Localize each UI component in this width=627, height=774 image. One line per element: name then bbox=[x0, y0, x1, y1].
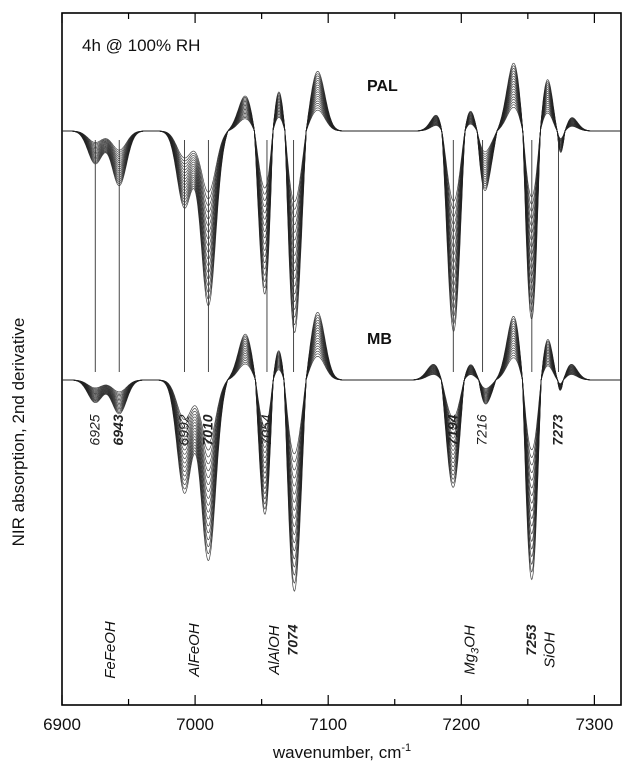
band-label-7194: 7194 bbox=[444, 414, 460, 445]
group-label-1: AlFeOH bbox=[186, 623, 203, 678]
series-label-pal: PAL bbox=[367, 78, 398, 95]
group-label-text-0: FeFeOH bbox=[102, 621, 119, 679]
band-label-7253: 7253 bbox=[523, 624, 539, 655]
y-axis-title: NIR absorption, 2nd derivative bbox=[9, 318, 28, 547]
x-axis-title-superscript: -1 bbox=[401, 742, 411, 754]
group-label-tail-3: OH bbox=[462, 625, 479, 648]
series-mb bbox=[62, 312, 621, 592]
band-label-7216: 7216 bbox=[474, 414, 490, 445]
group-label-text-4: SiOH bbox=[541, 632, 558, 668]
x-tick-label-0: 6900 bbox=[43, 715, 81, 734]
band-label-7010: 7010 bbox=[199, 414, 215, 445]
x-axis-title: wavenumber, cm-1 bbox=[272, 742, 411, 762]
group-label-sub-3: 3 bbox=[470, 647, 482, 654]
series-pal bbox=[62, 62, 621, 333]
group-labels: FeFeOH AlFeOH AlAlOH Mg3OH SiOH bbox=[102, 621, 558, 679]
band-label-6925: 6925 bbox=[86, 414, 102, 445]
band-guide-lines bbox=[94, 140, 559, 372]
group-label-text-1: AlFeOH bbox=[186, 623, 203, 678]
group-label-3: Mg3OH bbox=[462, 625, 482, 675]
group-label-2: AlAlOH bbox=[266, 625, 283, 675]
band-label-7054: 7054 bbox=[258, 414, 274, 445]
band-label-6943: 6943 bbox=[110, 414, 126, 445]
group-label-text-2: AlAlOH bbox=[266, 625, 283, 675]
band-label-7273: 7273 bbox=[549, 414, 565, 445]
band-label-7074: 7074 bbox=[285, 624, 301, 655]
x-tick-label-3: 7200 bbox=[442, 715, 480, 734]
mb-trace-17 bbox=[62, 312, 621, 592]
x-tick-label-2: 7100 bbox=[309, 715, 347, 734]
group-label-text-3: Mg bbox=[462, 653, 479, 674]
x-tick-label-4: 7300 bbox=[575, 715, 613, 734]
band-labels: 6925 6943 6992 7010 7054 7074 7194 7216 7253 7273 bbox=[86, 414, 565, 655]
annotation-text: 4h @ 100% RH bbox=[82, 36, 200, 55]
x-tick-label-1: 7000 bbox=[176, 715, 214, 734]
group-label-4: SiOH bbox=[541, 632, 558, 668]
group-label-0: FeFeOH bbox=[102, 621, 119, 679]
series-label-mb: MB bbox=[367, 331, 392, 348]
pal-trace-17 bbox=[62, 62, 621, 333]
frame bbox=[61, 12, 622, 706]
band-label-6992: 6992 bbox=[175, 414, 191, 445]
x-axis: 6900 7000 7100 7200 7300 bbox=[43, 13, 613, 734]
